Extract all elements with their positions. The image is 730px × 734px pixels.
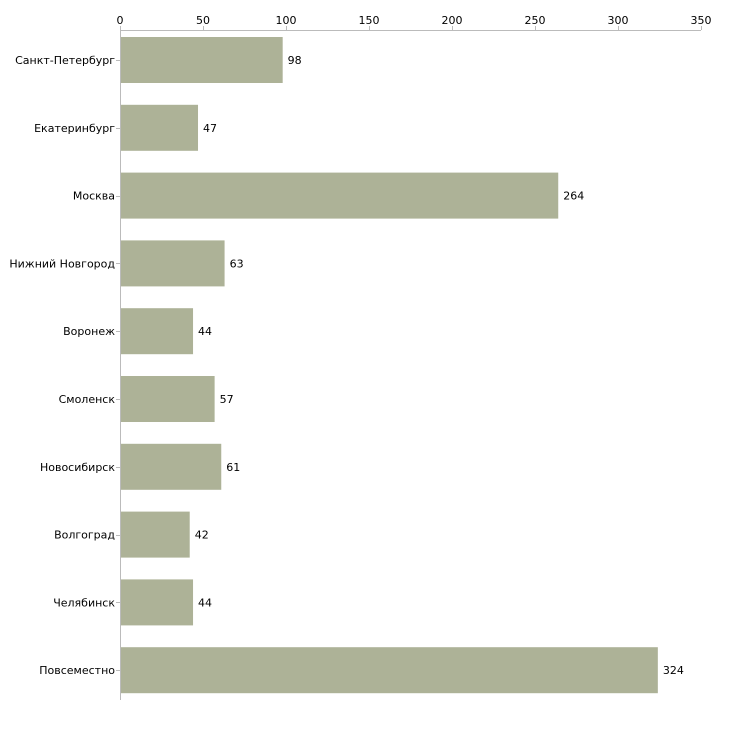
category-label: Волгоград: [54, 529, 115, 542]
x-tick-label: 300: [608, 14, 629, 27]
x-tick-label: 350: [691, 14, 712, 27]
x-tick-label: 0: [117, 14, 124, 27]
data-label: 63: [230, 257, 244, 270]
bar: [121, 376, 215, 422]
x-tick-label: 100: [276, 14, 297, 27]
data-label: 44: [198, 325, 212, 338]
data-label: 47: [203, 122, 217, 135]
category-label: Повсеместно: [39, 664, 115, 677]
x-tick-label: 250: [525, 14, 546, 27]
bar: [121, 511, 190, 558]
category-label: Воронеж: [63, 325, 115, 338]
bar: [121, 104, 199, 151]
bar: [121, 172, 559, 219]
x-tick-label: 200: [442, 14, 463, 27]
data-label: 264: [563, 190, 584, 203]
data-label: 57: [220, 393, 234, 406]
bar: [121, 443, 222, 490]
x-tick-label: 150: [359, 14, 380, 27]
data-label: 42: [195, 529, 209, 542]
bar: [121, 240, 225, 287]
x-tick-label: 50: [196, 14, 210, 27]
category-label: Санкт-Петербург: [15, 54, 115, 67]
category-label: Новосибирск: [40, 461, 115, 474]
category-label: Нижний Новгород: [9, 257, 115, 270]
bar: [121, 647, 658, 694]
bar: [121, 579, 194, 626]
bar: [121, 308, 194, 355]
category-label: Екатеринбург: [34, 122, 115, 135]
data-label: 44: [198, 596, 212, 609]
category-label: Челябинск: [53, 596, 115, 609]
data-label: 61: [226, 461, 240, 474]
category-label: Москва: [73, 190, 115, 203]
data-label: 98: [288, 54, 302, 67]
data-label: 324: [663, 664, 684, 677]
bar: [121, 37, 283, 83]
category-label: Смоленск: [59, 393, 116, 406]
